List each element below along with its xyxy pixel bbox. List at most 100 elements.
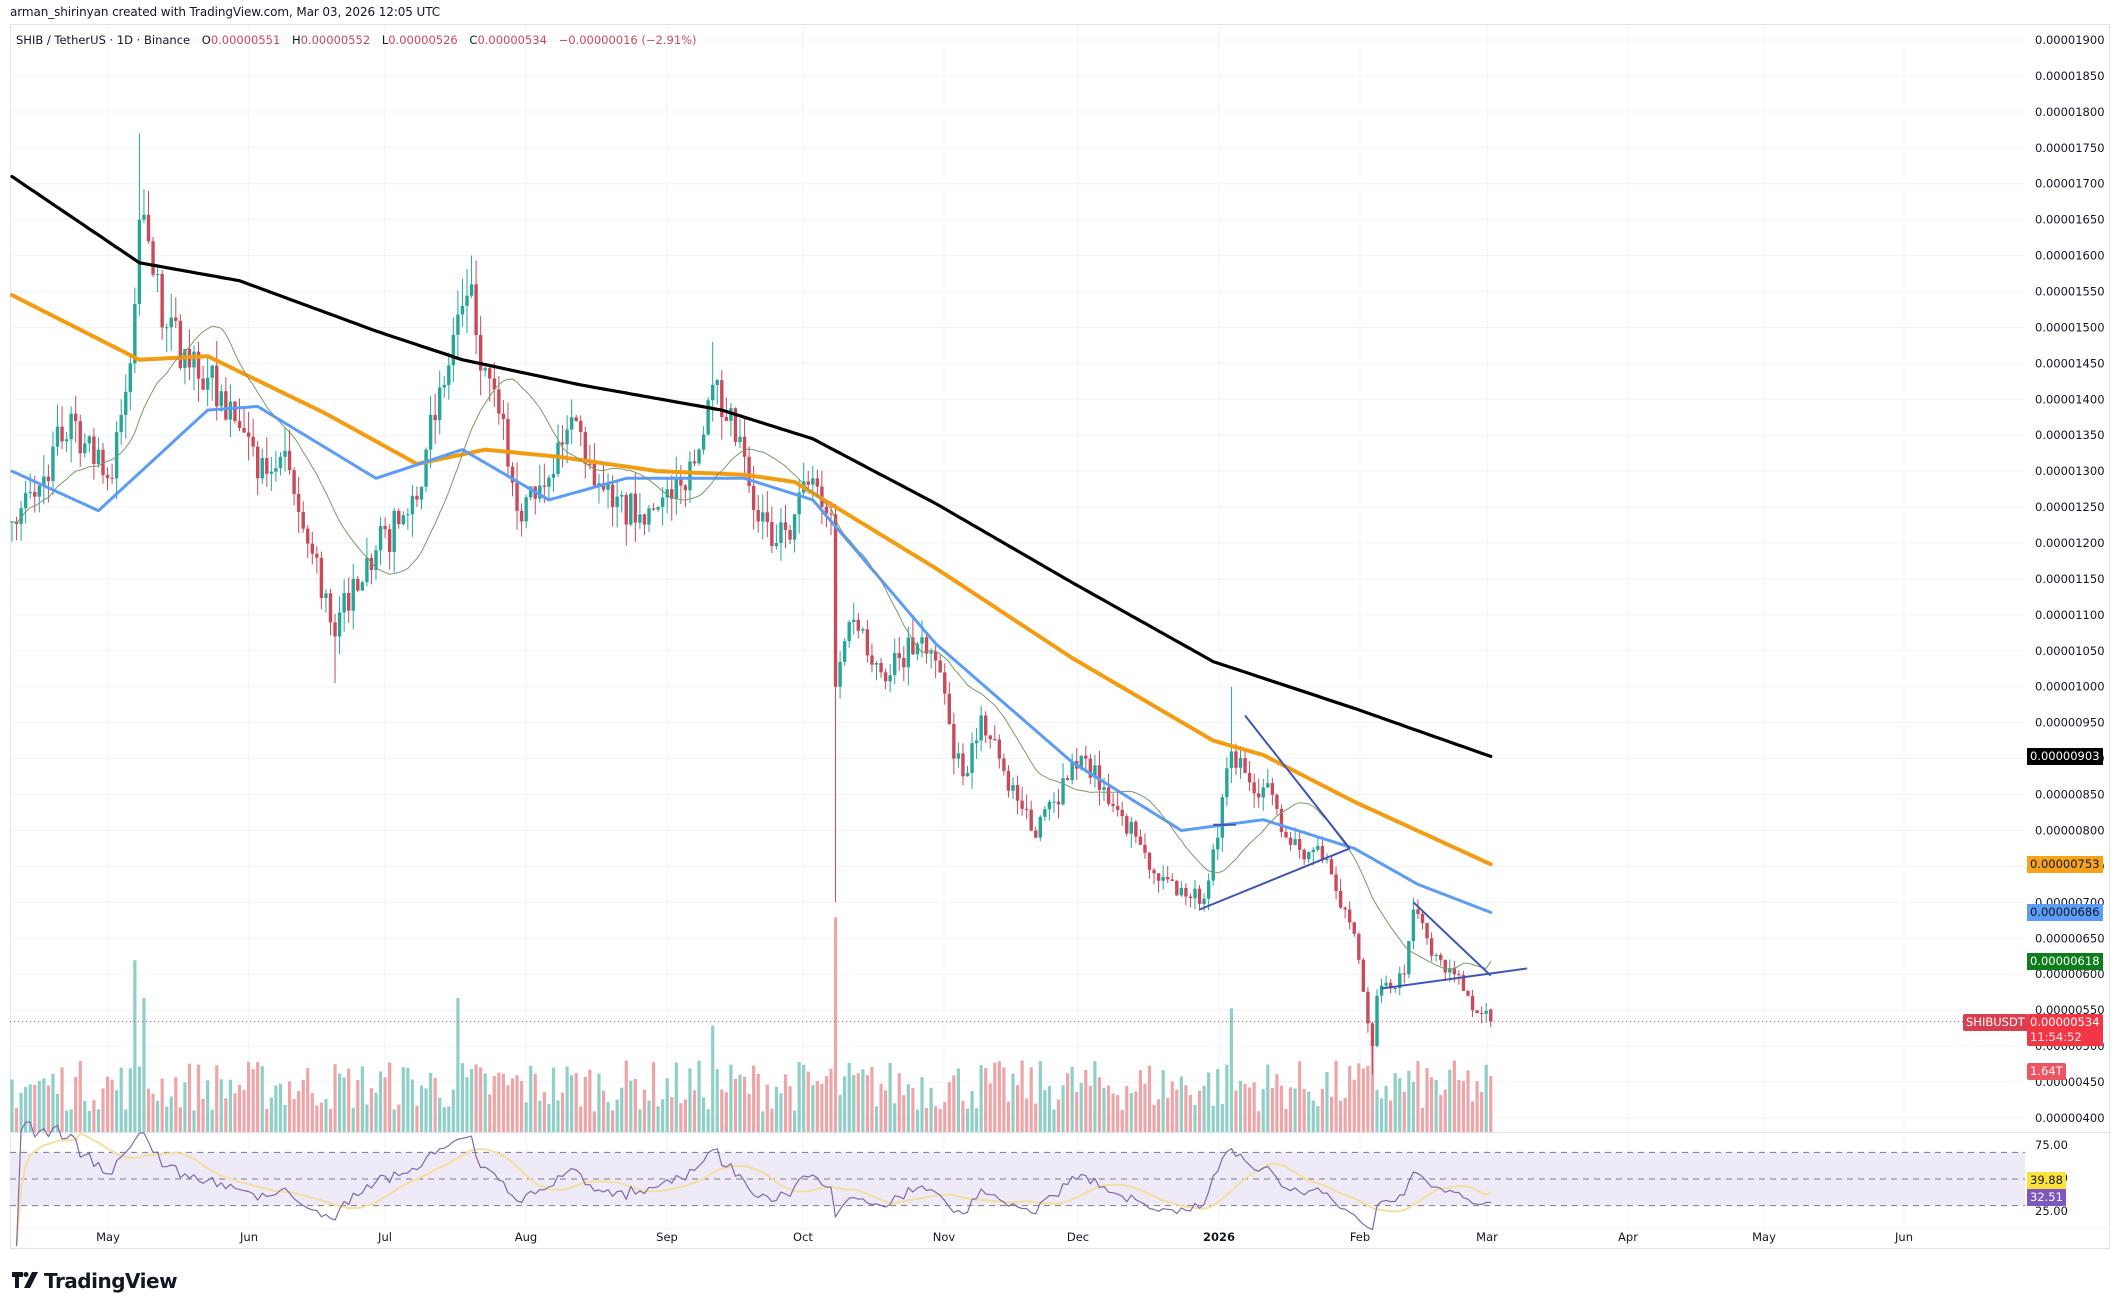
candle-body[interactable]: [488, 368, 492, 379]
candle-body[interactable]: [196, 351, 201, 379]
candle-body[interactable]: [1311, 849, 1315, 853]
candle-body[interactable]: [1425, 922, 1429, 939]
candle-body[interactable]: [970, 743, 974, 773]
candle-body[interactable]: [811, 478, 815, 485]
candle-body[interactable]: [861, 629, 865, 631]
candle-body[interactable]: [1247, 772, 1252, 783]
candle-body[interactable]: [265, 458, 269, 474]
candle-body[interactable]: [1316, 846, 1320, 850]
candle-body[interactable]: [1284, 831, 1288, 838]
candle-body[interactable]: [638, 514, 642, 523]
candle-body[interactable]: [192, 351, 196, 368]
candle-body[interactable]: [1093, 765, 1097, 778]
candle-body[interactable]: [510, 466, 515, 483]
candle-body[interactable]: [178, 320, 183, 369]
candle-body[interactable]: [1193, 888, 1197, 899]
candle-body[interactable]: [683, 485, 688, 491]
candle-body[interactable]: [679, 478, 683, 486]
candle-body[interactable]: [1179, 887, 1184, 896]
candle-body[interactable]: [1420, 913, 1425, 923]
candle-body[interactable]: [360, 582, 365, 591]
candle-body[interactable]: [442, 384, 446, 388]
candle-body[interactable]: [447, 365, 451, 385]
candle-body[interactable]: [1293, 839, 1297, 845]
candle-body[interactable]: [701, 434, 706, 450]
candle-body[interactable]: [401, 515, 405, 525]
candle-body[interactable]: [961, 753, 965, 777]
candle-body[interactable]: [428, 414, 433, 450]
candle-body[interactable]: [310, 543, 314, 554]
candle-body[interactable]: [1470, 995, 1475, 1011]
candle-body[interactable]: [1202, 898, 1206, 904]
candle-body[interactable]: [870, 655, 874, 665]
candle-body[interactable]: [260, 458, 264, 479]
candle-body[interactable]: [783, 522, 788, 530]
candle-body[interactable]: [579, 420, 583, 433]
candle-body[interactable]: [1489, 1009, 1493, 1022]
ma50-line[interactable]: [10, 405, 1493, 914]
candle-body[interactable]: [674, 478, 678, 499]
candle-body[interactable]: [1002, 758, 1006, 771]
candle-body[interactable]: [292, 470, 296, 494]
candle-body[interactable]: [524, 497, 528, 522]
candle-body[interactable]: [947, 693, 951, 725]
candle-body[interactable]: [1243, 758, 1247, 773]
candle-body[interactable]: [87, 436, 92, 444]
candle-body[interactable]: [952, 724, 956, 759]
candle-body[interactable]: [501, 413, 506, 419]
candle-body[interactable]: [1275, 794, 1279, 809]
ma100-line[interactable]: [10, 293, 1493, 867]
candle-body[interactable]: [1334, 874, 1338, 891]
candle-body[interactable]: [888, 675, 892, 682]
candle-body[interactable]: [19, 508, 23, 524]
candle-body[interactable]: [724, 417, 729, 421]
candle-body[interactable]: [233, 401, 237, 421]
candle-body[interactable]: [1484, 1010, 1488, 1014]
candle-body[interactable]: [256, 446, 260, 479]
candle-body[interactable]: [515, 482, 519, 511]
candle-body[interactable]: [1088, 758, 1093, 778]
candle-body[interactable]: [506, 418, 510, 467]
candle-body[interactable]: [356, 578, 360, 591]
tradingview-logo[interactable]: TradingView: [12, 1269, 178, 1293]
candle-body[interactable]: [519, 510, 524, 522]
candle-body[interactable]: [1225, 768, 1229, 798]
candle-body[interactable]: [865, 629, 870, 656]
candle-body[interactable]: [1370, 1023, 1375, 1047]
candle-body[interactable]: [765, 512, 769, 522]
candle-body[interactable]: [647, 508, 651, 525]
candle-body[interactable]: [246, 432, 251, 437]
candle-body[interactable]: [1457, 974, 1461, 976]
candle-body[interactable]: [1398, 973, 1402, 989]
candle-body[interactable]: [1170, 879, 1174, 881]
candle-body[interactable]: [1188, 896, 1193, 899]
candle-body[interactable]: [1052, 801, 1056, 803]
candle-body[interactable]: [1038, 816, 1042, 838]
candle-body[interactable]: [551, 473, 556, 478]
candle-body[interactable]: [624, 495, 628, 525]
candle-body[interactable]: [902, 657, 906, 668]
candle-body[interactable]: [1343, 907, 1347, 910]
candle-body[interactable]: [897, 653, 901, 658]
candle-body[interactable]: [119, 414, 123, 433]
candle-body[interactable]: [993, 739, 997, 741]
candle-body[interactable]: [1184, 887, 1188, 897]
candle-body[interactable]: [1229, 751, 1234, 769]
candle-body[interactable]: [1325, 859, 1329, 861]
candle-body[interactable]: [1475, 1010, 1479, 1014]
candle-body[interactable]: [943, 672, 947, 694]
candle-body[interactable]: [210, 365, 214, 378]
candle-body[interactable]: [692, 461, 697, 464]
candle-body[interactable]: [1015, 785, 1020, 801]
candle-body[interactable]: [883, 672, 888, 682]
candle-body[interactable]: [747, 456, 751, 486]
candle-body[interactable]: [251, 436, 255, 447]
candle-body[interactable]: [1047, 801, 1052, 810]
candle-body[interactable]: [478, 335, 483, 371]
candle-body[interactable]: [629, 493, 633, 525]
candle-body[interactable]: [60, 426, 64, 442]
candle-body[interactable]: [974, 740, 979, 744]
candle-body[interactable]: [74, 413, 78, 422]
candle-body[interactable]: [1024, 808, 1029, 810]
candle-body[interactable]: [369, 557, 374, 570]
